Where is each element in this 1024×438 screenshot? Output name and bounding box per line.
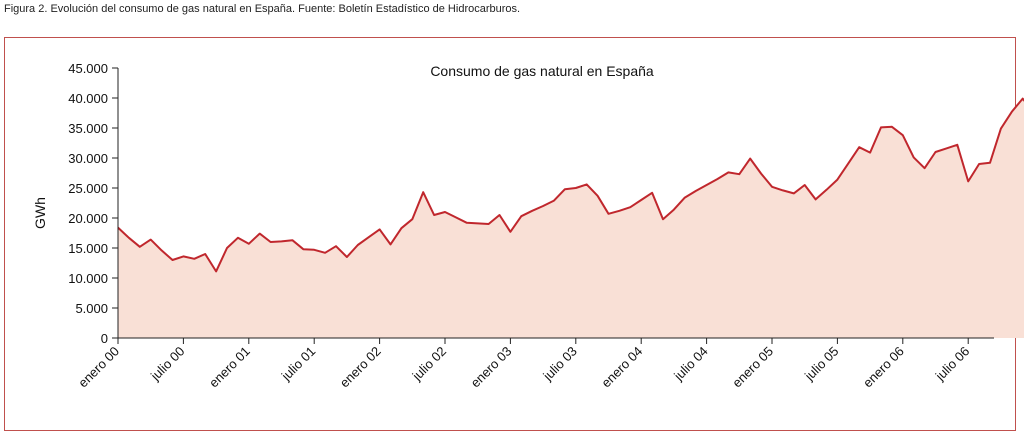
y-tick-label: 10.000 bbox=[68, 271, 108, 286]
x-tick-label: julio 03 bbox=[539, 344, 579, 384]
y-axis-label: GWh bbox=[32, 197, 48, 229]
x-tick-label: enero 04 bbox=[598, 344, 645, 391]
x-tick-label: enero 01 bbox=[206, 344, 253, 391]
x-tick-label: julio 05 bbox=[801, 344, 841, 384]
x-tick-label: julio 02 bbox=[409, 344, 449, 384]
x-tick-label: enero 03 bbox=[468, 344, 515, 391]
series-area bbox=[118, 98, 1024, 338]
y-tick-label: 45.000 bbox=[68, 61, 108, 76]
figure-caption: Figura 2. Evolución del consumo de gas n… bbox=[4, 3, 521, 15]
y-tick-label: 5.000 bbox=[75, 301, 108, 316]
x-tick-label: enero 00 bbox=[75, 344, 122, 391]
y-tick-label: 35.000 bbox=[68, 121, 108, 136]
y-tick-label: 0 bbox=[101, 331, 108, 346]
x-tick-label: enero 06 bbox=[860, 344, 907, 391]
x-tick-label: julio 04 bbox=[670, 344, 710, 384]
y-tick-label: 40.000 bbox=[68, 91, 108, 106]
y-tick-label: 15.000 bbox=[68, 241, 108, 256]
x-tick-label: julio 06 bbox=[932, 344, 972, 384]
y-tick-label: 25.000 bbox=[68, 181, 108, 196]
x-tick-label: enero 02 bbox=[337, 344, 384, 391]
x-tick-label: julio 01 bbox=[278, 344, 318, 384]
y-tick-label: 30.000 bbox=[68, 151, 108, 166]
chart-title: Consumo de gas natural en España bbox=[430, 63, 654, 79]
y-tick-label: 20.000 bbox=[68, 211, 108, 226]
x-tick-label: julio 00 bbox=[147, 344, 187, 384]
series-line bbox=[117, 97, 1024, 273]
x-tick-label: enero 05 bbox=[729, 344, 776, 391]
